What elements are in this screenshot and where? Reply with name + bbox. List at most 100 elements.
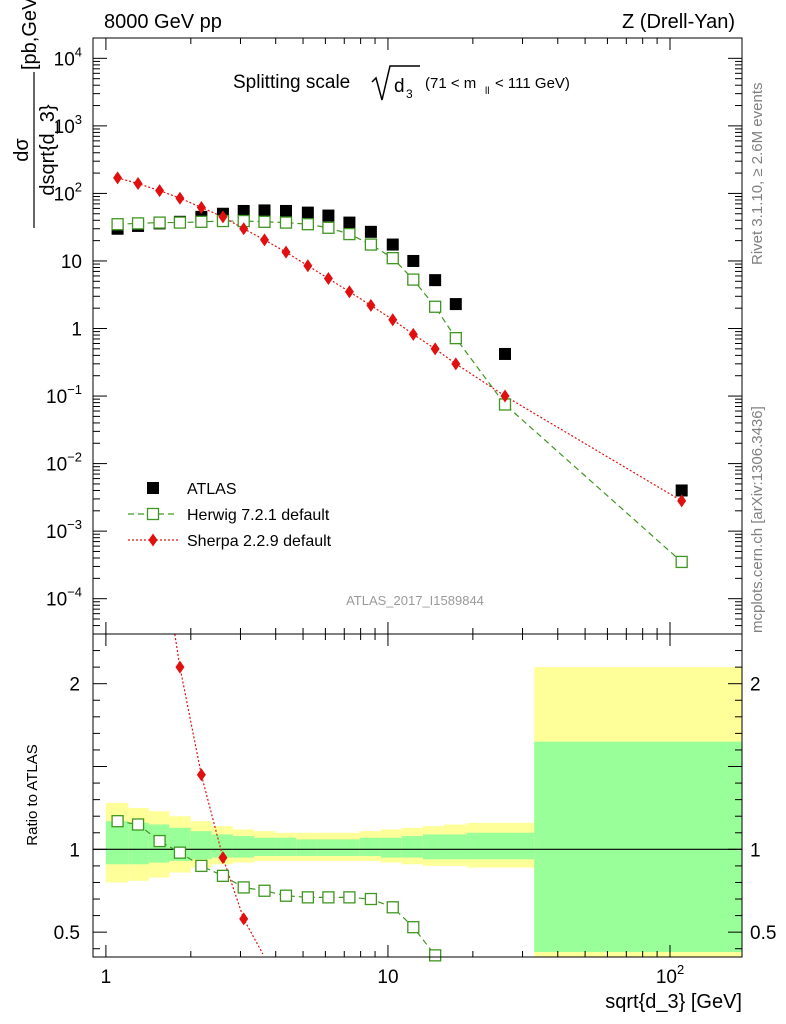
main-sherpa-point-11 — [344, 285, 354, 299]
x-tick-label: 102 — [656, 962, 684, 988]
main-sherpa-point-6 — [239, 222, 249, 236]
y-tick-label: 1 — [71, 320, 82, 341]
band-stat-16 — [443, 834, 467, 860]
main-atlas-point-17 — [498, 347, 511, 360]
y-axis-title-unit-text: [pb,GeV — [19, 0, 41, 70]
main-atlas-point-12 — [364, 225, 377, 238]
main-herwig-point-9 — [301, 218, 315, 231]
ratio-plot-frame — [92, 633, 743, 958]
ratio-herwig-point-9 — [301, 891, 315, 904]
rivet-label: Rivet 3.1.10, ≥ 2.6M events — [749, 83, 766, 266]
title-symbol: d — [394, 76, 405, 97]
ratio-series-markers — [111, 660, 442, 962]
legend: ATLAS Herwig 7.2.1 default Sherpa 2.2.9 de… — [128, 481, 332, 550]
ratio-herwig-point-13 — [386, 901, 399, 914]
ratio-herwig-point-0 — [111, 815, 124, 828]
ratio-herwig-point-15 — [428, 949, 442, 962]
x-tick-label: 10 — [377, 967, 398, 988]
legend-marker-2 — [148, 533, 158, 547]
y-axis-title-numerator: dσ — [11, 138, 33, 162]
legend-marker-1 — [146, 507, 160, 521]
header-left: 8000 GeV pp — [104, 11, 222, 33]
band-stat-7 — [253, 837, 276, 856]
band-stat-11 — [338, 839, 360, 856]
main-title: Splitting scale d 3 (71 < m ll < 111 GeV… — [233, 65, 570, 101]
main-atlas-point-15 — [429, 274, 442, 287]
main-herwig-point-3 — [173, 216, 187, 229]
main-sherpa-point-1 — [133, 177, 143, 191]
ratio-sherpa-line — [174, 634, 264, 955]
ratio-herwig-point-10 — [322, 891, 335, 904]
legend-label-1: Herwig 7.2.1 default — [187, 507, 330, 524]
y-axis-title-denominator: dsqrt{d_3} — [37, 104, 59, 196]
ratio-y-tick-label-right: 1 — [750, 840, 761, 861]
main-sherpa-point-3 — [175, 191, 185, 205]
band-stat-6 — [232, 836, 254, 858]
band-stat-18 — [534, 741, 742, 953]
main-atlas-point-10 — [322, 209, 335, 222]
ratio-y-axis-title: Ratio to ATLAS — [24, 744, 41, 845]
title-cut-end: < 111 GeV) — [495, 75, 570, 92]
analysis-id: ATLAS_2017_I1589844 — [346, 593, 484, 608]
ratio-y-tick-label: 2 — [69, 675, 80, 696]
y-tick-label: 103 — [54, 112, 82, 138]
main-sherpa-point-8 — [281, 245, 291, 259]
ratio-herwig-point-14 — [407, 921, 420, 934]
y-axis-title-unit: [pb,GeV-1] — [16, 0, 41, 70]
ratio-herwig-point-6 — [237, 881, 250, 894]
main-herwig-point-16 — [449, 331, 462, 345]
ratio-herwig-point-8 — [279, 889, 293, 902]
main-atlas-point-9 — [301, 206, 314, 219]
band-stat-8 — [275, 837, 297, 856]
main-herwig-point-8 — [279, 216, 293, 229]
band-stat-12 — [359, 837, 381, 856]
main-sherpa-point-0 — [113, 171, 123, 185]
title-cut-sub: ll — [485, 86, 489, 97]
y-tick-label: 104 — [54, 44, 82, 70]
main-atlas-point-8 — [279, 204, 292, 217]
main-sherpa-point-15 — [430, 342, 440, 356]
ratio-sherpa-point-0 — [175, 660, 185, 674]
main-herwig-point-13 — [386, 252, 399, 265]
legend-label-0: ATLAS — [187, 481, 237, 498]
ratio-y-tick-label-right: 2 — [750, 675, 761, 696]
main-atlas-point-18 — [675, 484, 688, 497]
title-cut: (71 < m — [425, 75, 476, 92]
main-sherpa-point-9 — [303, 259, 313, 273]
header-right: Z (Drell-Yan) — [622, 11, 735, 33]
y-tick-label: 10−4 — [46, 585, 82, 611]
main-herwig-point-4 — [195, 215, 208, 228]
main-herwig-point-12 — [364, 238, 378, 251]
main-sherpa-point-13 — [388, 313, 398, 327]
ratio-herwig-line — [117, 820, 436, 956]
y-axis-title: dσ dsqrt{d_3} — [11, 72, 59, 228]
y-tick-label: 10−2 — [46, 450, 82, 476]
main-sherpa-point-2 — [155, 184, 165, 198]
main-herwig-point-0 — [111, 218, 124, 231]
main-sherpa-point-17 — [500, 389, 510, 403]
main-herwig-point-10 — [322, 221, 335, 234]
ratio-herwig-point-12 — [364, 892, 378, 906]
main-sherpa-point-7 — [259, 233, 269, 247]
sqrt-symbol — [371, 65, 420, 101]
title-symbol-sub: 3 — [406, 87, 413, 101]
ratio-y-tick-label: 1 — [69, 840, 80, 861]
ratio-herwig-point-4 — [195, 859, 208, 873]
main-herwig-point-15 — [428, 300, 442, 313]
ratio-herwig-point-1 — [131, 818, 145, 831]
main-atlas-point-16 — [449, 298, 462, 311]
main-herwig-point-18 — [675, 555, 688, 569]
main-sherpa-point-16 — [451, 357, 461, 371]
ratio-herwig-point-7 — [258, 884, 271, 897]
main-sherpa-point-4 — [196, 200, 206, 214]
y-tick-label: 102 — [54, 179, 82, 205]
main-sherpa-point-10 — [323, 272, 333, 286]
main-sherpa-point-14 — [408, 327, 418, 341]
y-tick-label: 10 — [61, 252, 82, 273]
ratio-y-tick-label-right: 0.5 — [750, 923, 776, 944]
band-stat-0 — [105, 821, 129, 865]
ratio-sherpa-point-3 — [239, 912, 249, 926]
ratio-y-tick-label: 0.5 — [54, 923, 80, 944]
band-stat-14 — [401, 836, 423, 858]
